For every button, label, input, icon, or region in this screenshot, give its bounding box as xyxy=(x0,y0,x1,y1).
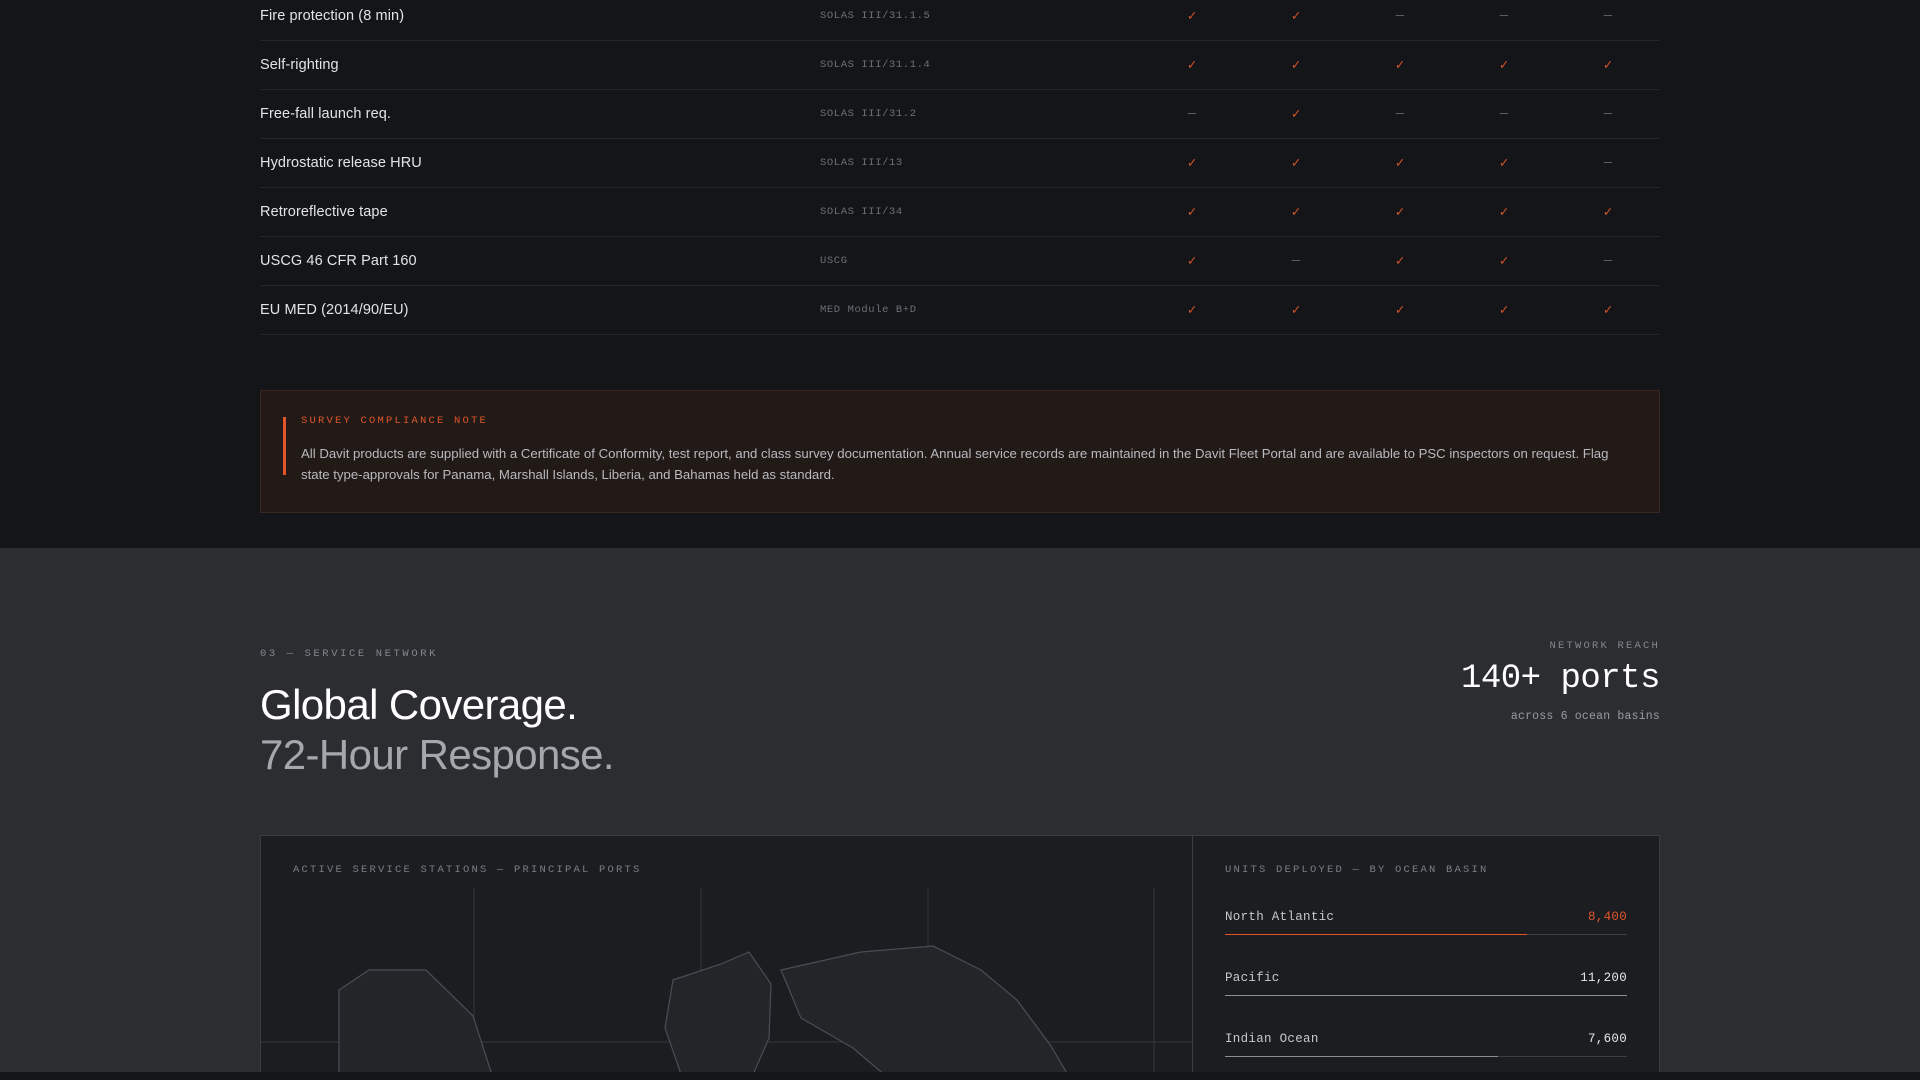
basin-row-header: Indian Ocean 7,600 xyxy=(1225,1032,1627,1046)
list-item: Indian Ocean 7,600 xyxy=(1225,1032,1627,1058)
network-reach-label: NETWORK REACH xyxy=(1549,640,1660,652)
requirement-name: EU MED (2014/90/EU) xyxy=(260,302,409,318)
check-icon: ✓ xyxy=(1187,302,1197,319)
regulation-code: USCG xyxy=(820,255,848,267)
check-icon: ✓ xyxy=(1499,302,1509,319)
network-reach-sublabel: across 6 ocean basins xyxy=(1510,710,1660,723)
map-panel-title: ACTIVE SERVICE STATIONS — PRINCIPAL PORT… xyxy=(293,864,642,877)
basin-row-header: Pacific 11,200 xyxy=(1225,971,1627,985)
table-row: USCG 46 CFR Part 160 USCG ✓ — ✓ ✓ — xyxy=(260,237,1660,286)
check-icon: ✓ xyxy=(1395,57,1405,74)
dash-icon: — xyxy=(1603,8,1613,24)
basin-bar-fill xyxy=(1225,934,1527,936)
check-icon: ✓ xyxy=(1395,302,1405,319)
basin-bar-fill xyxy=(1225,1056,1499,1058)
note-body: All Davit products are supplied with a C… xyxy=(301,446,1609,483)
check-icon: ✓ xyxy=(1499,253,1509,270)
stats-panel-title: UNITS DEPLOYED — BY OCEAN BASIN xyxy=(1225,864,1489,877)
check-icon: ✓ xyxy=(1187,155,1197,172)
check-icon: ✓ xyxy=(1395,253,1405,270)
list-item: North Atlantic 8,400 xyxy=(1225,910,1627,936)
requirement-name: USCG 46 CFR Part 160 xyxy=(260,253,417,269)
table-row: Fire protection (8 min) SOLAS III/31.1.5 ✓… xyxy=(260,0,1660,41)
check-icon: ✓ xyxy=(1187,204,1197,221)
check-icon: ✓ xyxy=(1603,302,1613,319)
basin-value: 8,400 xyxy=(1587,910,1627,925)
continent-shapes xyxy=(338,945,1067,1072)
check-icon: ✓ xyxy=(1499,155,1509,172)
basin-name: Pacific xyxy=(1225,971,1280,986)
global-coverage-section: 03 — SERVICE NETWORK Global Coverage. 72… xyxy=(0,548,1920,1072)
check-icon: ✓ xyxy=(1187,57,1197,74)
basin-name: North Atlantic xyxy=(1225,910,1335,925)
basin-value: 7,600 xyxy=(1587,1032,1627,1047)
service-stations-map-panel[interactable]: ACTIVE SERVICE STATIONS — PRINCIPAL PORT… xyxy=(261,836,1193,1072)
table-row: Hydrostatic release HRU SOLAS III/13 ✓ ✓ ✓ ✓ — xyxy=(260,139,1660,188)
note-title: SURVEY COMPLIANCE NOTE xyxy=(301,415,489,427)
compliance-table: Fire protection (8 min) SOLAS III/31.1.5 ✓… xyxy=(260,0,1660,335)
dash-icon: — xyxy=(1187,106,1197,122)
check-icon: ✓ xyxy=(1291,155,1301,172)
dash-icon: — xyxy=(1395,106,1405,122)
check-icon: ✓ xyxy=(1291,204,1301,221)
coverage-panels: ACTIVE SERVICE STATIONS — PRINCIPAL PORT… xyxy=(260,835,1660,1072)
basin-name: Indian Ocean xyxy=(1225,1032,1319,1047)
section-eyebrow: 03 — SERVICE NETWORK xyxy=(260,648,439,660)
dash-icon: — xyxy=(1499,106,1509,122)
basin-bar-track xyxy=(1225,995,1627,997)
headline-line-2: 72-Hour Response. xyxy=(260,730,615,778)
check-icon: ✓ xyxy=(1187,8,1197,25)
page-title: Global Coverage. 72-Hour Response. xyxy=(260,680,1660,779)
regulation-code: SOLAS III/31.1.4 xyxy=(820,59,931,71)
basin-value: 11,200 xyxy=(1580,971,1627,986)
check-icon: ✓ xyxy=(1499,204,1509,221)
dash-icon: — xyxy=(1603,155,1613,171)
requirement-name: Fire protection (8 min) xyxy=(260,8,405,24)
check-icon: ✓ xyxy=(1291,302,1301,319)
basin-row-header: North Atlantic 8,400 xyxy=(1225,910,1627,924)
network-reach-value: 140+ ports xyxy=(1460,660,1661,698)
requirement-name: Retroreflective tape xyxy=(260,204,388,220)
table-row: EU MED (2014/90/EU) MED Module B+D ✓ ✓ ✓ ✓ ✓ xyxy=(260,286,1660,335)
world-map xyxy=(261,888,1192,1072)
note-accent-bar xyxy=(283,417,286,475)
basin-bar-track xyxy=(1225,934,1627,936)
headline-line-1: Global Coverage. xyxy=(260,681,578,728)
survey-compliance-note: SURVEY COMPLIANCE NOTE All Davit product… xyxy=(260,390,1660,513)
dash-icon: — xyxy=(1603,106,1613,122)
requirement-name: Hydrostatic release HRU xyxy=(260,155,422,171)
table-row: Self-righting SOLAS III/31.1.4 ✓ ✓ ✓ ✓ ✓ xyxy=(260,41,1660,90)
check-icon: ✓ xyxy=(1395,204,1405,221)
dash-icon: — xyxy=(1603,253,1613,269)
check-icon: ✓ xyxy=(1291,57,1301,74)
dash-icon: — xyxy=(1499,8,1509,24)
check-icon: ✓ xyxy=(1499,57,1509,74)
list-item: Pacific 11,200 xyxy=(1225,971,1627,997)
basin-bar-track xyxy=(1225,1056,1627,1058)
regulation-code: SOLAS III/13 xyxy=(820,157,903,169)
compliance-section: Fire protection (8 min) SOLAS III/31.1.5 ✓… xyxy=(260,0,1660,513)
table-row: Retroreflective tape SOLAS III/34 ✓ ✓ ✓ ✓ ✓ xyxy=(260,188,1660,237)
requirement-name: Free-fall launch req. xyxy=(260,106,392,122)
regulation-code: SOLAS III/31.2 xyxy=(820,108,917,120)
regulation-code: SOLAS III/31.1.5 xyxy=(820,10,931,22)
ocean-basin-stats-panel: UNITS DEPLOYED — BY OCEAN BASIN North At… xyxy=(1193,836,1659,1072)
check-icon: ✓ xyxy=(1291,106,1301,123)
check-icon: ✓ xyxy=(1603,57,1613,74)
check-icon: ✓ xyxy=(1291,8,1301,25)
network-reach-stat: NETWORK REACH 140+ ports across 6 ocean … xyxy=(1460,640,1661,723)
table-row: Free-fall launch req. SOLAS III/31.2 — ✓ — — — xyxy=(260,90,1660,139)
basin-bar-fill xyxy=(1225,995,1627,997)
regulation-code: SOLAS III/34 xyxy=(820,206,903,218)
check-icon: ✓ xyxy=(1395,155,1405,172)
requirement-name: Self-righting xyxy=(260,57,339,73)
dash-icon: — xyxy=(1291,253,1301,269)
regulation-code: MED Module B+D xyxy=(820,304,917,316)
dash-icon: — xyxy=(1395,8,1405,24)
check-icon: ✓ xyxy=(1187,253,1197,270)
ocean-basin-list: North Atlantic 8,400 Pacific 11,200 Indian O… xyxy=(1193,876,1659,1058)
check-icon: ✓ xyxy=(1603,204,1613,221)
